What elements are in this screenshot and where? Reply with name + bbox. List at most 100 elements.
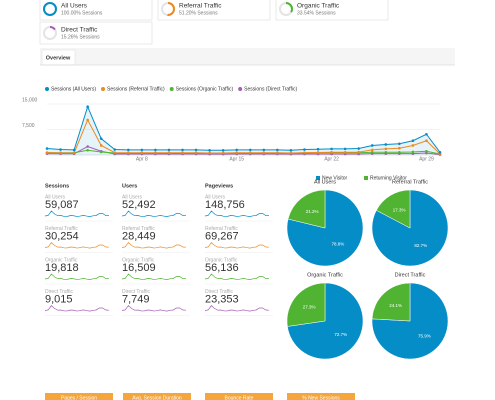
tab-label[interactable]: Overview	[46, 55, 71, 61]
series-line	[46, 118, 441, 155]
point	[343, 147, 347, 151]
metric-value: 16,509	[122, 262, 156, 274]
pie-title: Organic Traffic	[307, 272, 343, 278]
point	[86, 145, 89, 148]
point	[59, 148, 62, 151]
metric-segment: Direct Traffic	[45, 289, 73, 295]
point	[167, 151, 171, 155]
point	[127, 148, 130, 152]
point	[99, 150, 103, 154]
point	[248, 148, 252, 152]
metric-header: Pageviews	[205, 183, 233, 189]
point	[59, 151, 62, 155]
series-line	[46, 145, 441, 156]
pie-label: 78.8%	[332, 242, 345, 247]
point	[398, 150, 401, 154]
tab-bar	[40, 48, 455, 65]
sparkline	[44, 210, 110, 217]
metric-segment: Organic Traffic	[122, 257, 155, 263]
segment-stat: 100.00% Sessions	[61, 10, 103, 16]
point	[289, 151, 293, 155]
point	[411, 150, 415, 154]
sparkline	[204, 241, 270, 249]
metric-button-label[interactable]: Avg. Session Duration	[132, 395, 182, 400]
point	[208, 151, 211, 155]
metric-value: 7,749	[122, 293, 150, 305]
point	[384, 150, 388, 154]
pie-label: 21.2%	[306, 209, 319, 214]
metric-value: 9,015	[45, 293, 73, 305]
metric-value: 56,136	[205, 262, 239, 274]
segment-card[interactable]	[39, 0, 153, 21]
point	[370, 148, 374, 152]
segment-ring	[43, 2, 57, 16]
metric-button[interactable]	[45, 393, 113, 400]
segment-stat: 33.54% Sessions	[297, 10, 336, 16]
point	[113, 151, 117, 154]
sparkline	[204, 210, 270, 217]
point	[384, 143, 388, 146]
point	[357, 147, 360, 150]
sparkline	[204, 304, 270, 312]
segment-card[interactable]	[275, 0, 389, 21]
legend-label: Sessions (All Users)	[51, 86, 96, 92]
point	[140, 148, 144, 152]
metric-button[interactable]	[205, 393, 273, 400]
metric-button[interactable]	[287, 393, 355, 400]
series-line	[46, 105, 441, 153]
point	[140, 151, 144, 155]
point	[99, 144, 103, 147]
point	[72, 151, 76, 155]
sparkline	[121, 273, 187, 280]
point	[398, 142, 401, 146]
segment-stat: 51.20% Sessions	[179, 10, 218, 16]
point	[72, 148, 76, 152]
point	[235, 148, 239, 152]
point	[221, 148, 225, 152]
metric-segment: Referral Traffic	[45, 226, 78, 232]
point	[276, 151, 279, 155]
point	[45, 147, 49, 150]
point	[235, 151, 239, 155]
metric-value: 69,267	[205, 230, 239, 242]
point	[370, 150, 374, 154]
pie-slice	[286, 189, 364, 267]
point	[425, 149, 428, 153]
segment-card[interactable]	[39, 21, 153, 45]
metric-value: 23,353	[205, 293, 239, 305]
point	[411, 144, 415, 147]
pie-slice	[287, 189, 326, 229]
sparkline	[121, 210, 187, 217]
sparkline	[44, 304, 110, 312]
point	[262, 151, 266, 155]
legend-swatch	[364, 176, 368, 180]
point	[181, 148, 184, 152]
sparkline	[121, 241, 187, 249]
point	[167, 148, 171, 152]
metric-button-label[interactable]: Pages / Session	[61, 395, 97, 400]
point	[425, 132, 428, 136]
point	[154, 148, 157, 152]
metric-segment: Organic Traffic	[205, 257, 238, 263]
legend-dot	[45, 87, 49, 91]
segment-card[interactable]	[157, 0, 271, 21]
segment-name: All Users	[61, 3, 88, 10]
pie-label: 27.3%	[303, 305, 316, 310]
point	[316, 147, 320, 151]
segment-stat: 15.26% Sessions	[61, 34, 100, 40]
point	[194, 151, 198, 155]
point	[303, 151, 306, 154]
pie-label: 24.1%	[389, 303, 402, 308]
metric-button-label[interactable]: Bounce Rate	[225, 395, 254, 400]
pie-slice	[286, 282, 326, 327]
point	[45, 151, 49, 154]
legend-swatch	[316, 176, 320, 180]
legend-dot	[238, 87, 243, 91]
metric-button[interactable]	[123, 393, 191, 400]
x-tick-label: Apr 15	[229, 156, 244, 162]
metric-button-label[interactable]: % New Sessions	[302, 395, 340, 400]
sparkline	[44, 273, 110, 280]
legend-label: Sessions (Organic Traffic)	[176, 86, 234, 92]
metric-segment: All Users	[45, 194, 66, 200]
